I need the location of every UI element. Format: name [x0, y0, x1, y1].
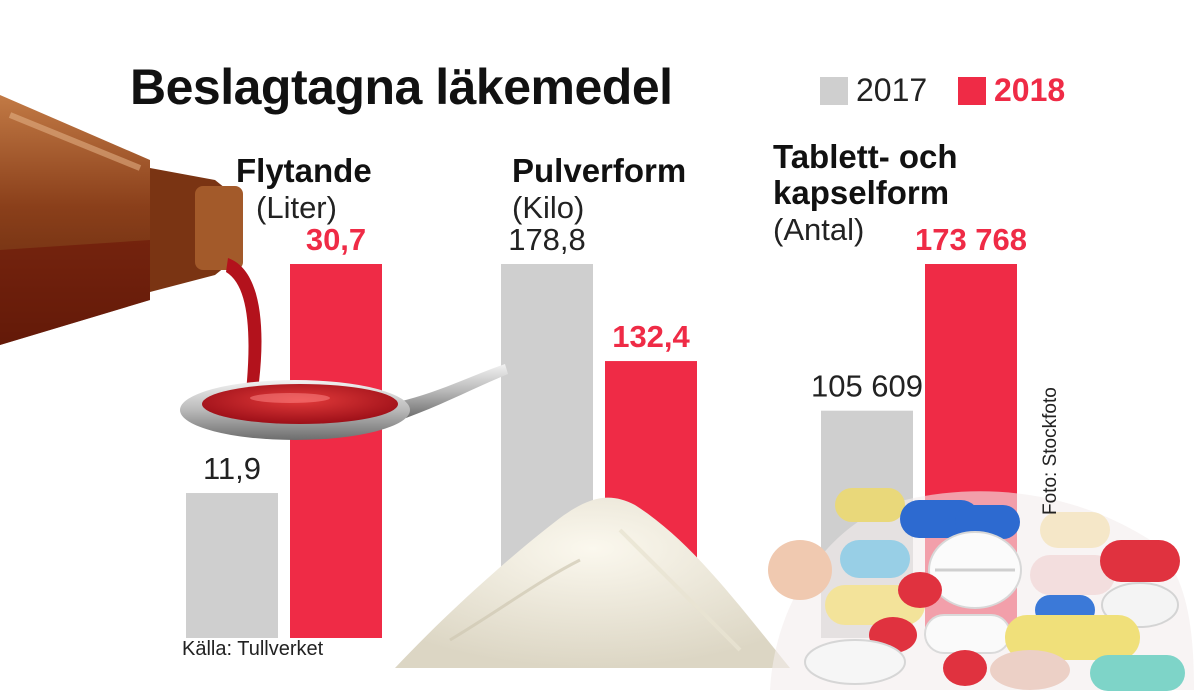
legend-swatch-2017: [820, 76, 848, 105]
group-title-tablett-line2: kapselform: [773, 174, 950, 211]
value-label-g2-s1: 173 768: [915, 222, 1027, 257]
legend-2018: 2018: [958, 72, 1065, 109]
pills-pile-icon: [768, 488, 1194, 691]
group-unit-kilo: (Kilo): [512, 190, 585, 225]
legend-label-2018: 2018: [994, 72, 1066, 108]
value-label-g1-s0: 178,8: [508, 222, 586, 257]
legend-swatch-2018: [958, 76, 986, 105]
bar-g0-s1: [290, 264, 382, 638]
chart-title: Beslagtagna läkemedel: [130, 59, 673, 115]
source-note: Källa: Tullverket: [182, 638, 324, 660]
legend-2017: 2017: [820, 72, 927, 109]
photo-credit: Foto: Stockfoto: [1040, 387, 1061, 515]
bar-g0-s0: [186, 493, 278, 638]
powder-pile-icon: [395, 497, 790, 668]
group-unit-antal: (Antal): [773, 212, 865, 247]
legend-label-2017: 2017: [856, 72, 928, 108]
value-label-g2-s0: 105 609: [811, 369, 923, 404]
group-unit-liter: (Liter): [256, 190, 337, 225]
value-label-g0-s1: 30,7: [306, 222, 366, 257]
value-label-g0-s0: 11,9: [203, 451, 261, 486]
value-label-g1-s1: 132,4: [612, 319, 690, 354]
syrup-stream-icon: [226, 258, 262, 392]
group-title-tablett-line1: Tablett- och: [773, 138, 958, 175]
group-title-flytande: Flytande: [236, 152, 372, 189]
spoon-icon: [180, 364, 508, 440]
group-title-pulverform: Pulverform: [512, 152, 687, 189]
medicine-bottle-icon: [0, 95, 243, 345]
